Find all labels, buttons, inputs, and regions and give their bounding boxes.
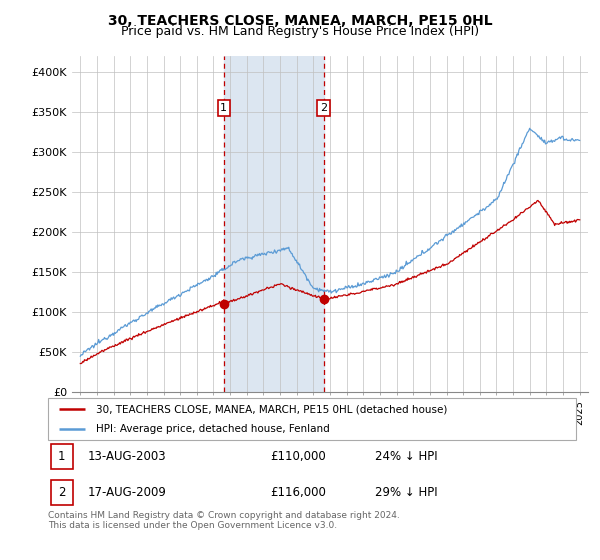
Text: 30, TEACHERS CLOSE, MANEA, MARCH, PE15 0HL (detached house): 30, TEACHERS CLOSE, MANEA, MARCH, PE15 0… — [95, 404, 447, 414]
Text: 2: 2 — [320, 103, 327, 113]
Text: 13-AUG-2003: 13-AUG-2003 — [88, 450, 166, 463]
Text: Price paid vs. HM Land Registry's House Price Index (HPI): Price paid vs. HM Land Registry's House … — [121, 25, 479, 38]
Text: 2: 2 — [58, 486, 65, 499]
Text: 17-AUG-2009: 17-AUG-2009 — [88, 486, 166, 499]
Text: 1: 1 — [58, 450, 65, 463]
Text: 30, TEACHERS CLOSE, MANEA, MARCH, PE15 0HL: 30, TEACHERS CLOSE, MANEA, MARCH, PE15 0… — [107, 14, 493, 28]
Text: 24% ↓ HPI: 24% ↓ HPI — [376, 450, 438, 463]
Text: £110,000: £110,000 — [270, 450, 326, 463]
Bar — [224, 56, 323, 392]
Bar — [50, 480, 73, 505]
Text: 29% ↓ HPI: 29% ↓ HPI — [376, 486, 438, 499]
Text: Contains HM Land Registry data © Crown copyright and database right 2024.
This d: Contains HM Land Registry data © Crown c… — [48, 511, 400, 530]
Bar — [50, 444, 73, 469]
Text: 1: 1 — [220, 103, 227, 113]
Text: £116,000: £116,000 — [270, 486, 326, 499]
Text: HPI: Average price, detached house, Fenland: HPI: Average price, detached house, Fenl… — [95, 424, 329, 434]
